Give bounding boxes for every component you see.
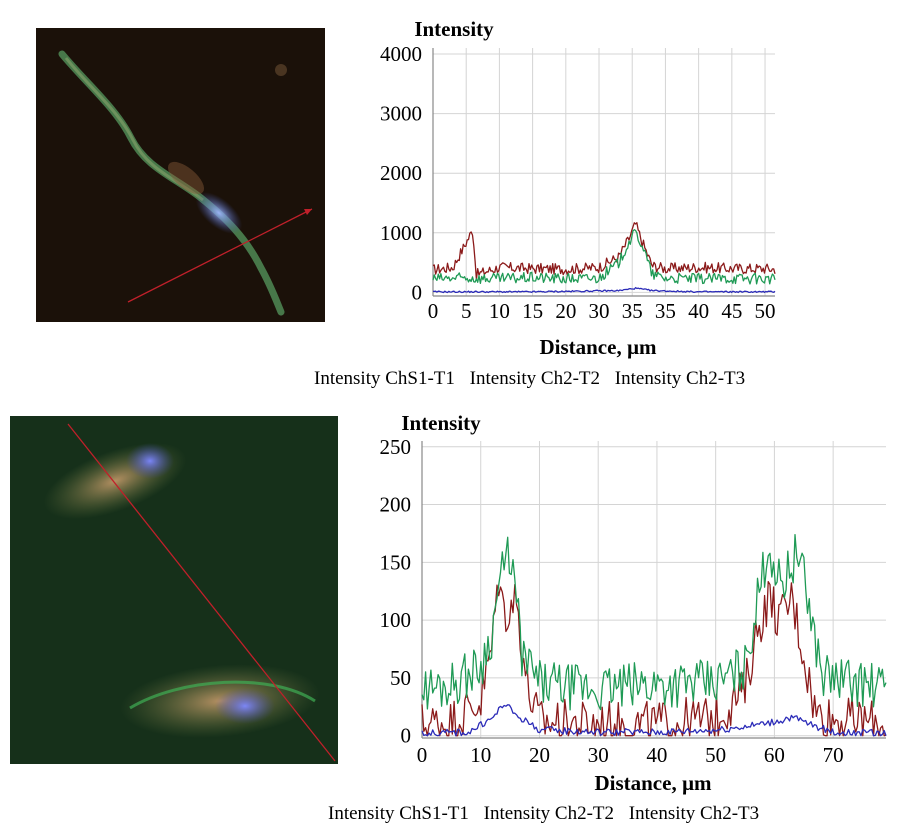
y-tick-label: 100: [380, 608, 412, 632]
series-line: [421, 704, 887, 737]
legend-top: Intensity ChS1-T1 Intensity Ch2-T2 Inten…: [314, 368, 745, 390]
series-line: [432, 229, 776, 285]
series-line: [432, 286, 776, 294]
x-tick-label: 20: [529, 743, 550, 767]
micrograph-top: [36, 28, 325, 322]
series-line: [421, 533, 887, 711]
legend-entry: Intensity Ch2-T2: [483, 803, 615, 824]
x-tick-label: 0: [417, 743, 428, 767]
x-tick-label: 20: [555, 299, 576, 323]
x-tick-label: 60: [764, 743, 785, 767]
legend-entry: Intensity Ch2-T2: [469, 368, 601, 389]
y-tick-label: 3000: [380, 102, 422, 126]
legend-bottom: Intensity ChS1-T1 Intensity Ch2-T2 Inten…: [328, 803, 759, 825]
x-tick-label: 10: [489, 299, 510, 323]
x-axis-title: Distance, µm: [539, 335, 657, 359]
y-tick-label: 250: [380, 435, 412, 459]
legend-entry: Intensity ChS1-T1: [314, 368, 455, 389]
x-tick-label: 35: [655, 299, 676, 323]
y-tick-label: 1000: [380, 221, 422, 245]
x-tick-label: 0: [428, 299, 439, 323]
x-tick-label: 5: [461, 299, 472, 323]
x-tick-label: 50: [705, 743, 726, 767]
x-tick-label: 30: [588, 743, 609, 767]
x-tick-label: 40: [646, 743, 667, 767]
series-line: [421, 580, 887, 737]
legend-entry: Intensity Ch2-T3: [614, 368, 746, 389]
legend-entry: Intensity Ch2-T3: [628, 803, 760, 824]
x-tick-label: 35: [622, 299, 643, 323]
x-tick-label: 70: [823, 743, 844, 767]
x-tick-label: 30: [589, 299, 610, 323]
micrograph-bottom: [10, 416, 338, 764]
x-tick-label: 50: [755, 299, 776, 323]
x-tick-label: 15: [522, 299, 543, 323]
y-axis-title: Intensity: [401, 411, 481, 435]
x-axis-title: Distance, µm: [594, 771, 712, 795]
y-tick-label: 150: [380, 550, 412, 574]
x-tick-label: 40: [688, 299, 709, 323]
y-tick-label: 2000: [380, 161, 422, 185]
y-tick-label: 0: [401, 724, 412, 748]
x-tick-label: 10: [470, 743, 491, 767]
y-tick-label: 50: [390, 666, 411, 690]
x-tick-label: 45: [721, 299, 742, 323]
y-axis-title: Intensity: [414, 17, 494, 41]
legend-entry: Intensity ChS1-T1: [328, 803, 469, 824]
y-tick-label: 0: [412, 280, 423, 304]
series-line: [432, 222, 776, 281]
y-tick-label: 200: [380, 493, 412, 517]
y-tick-label: 4000: [380, 42, 422, 66]
